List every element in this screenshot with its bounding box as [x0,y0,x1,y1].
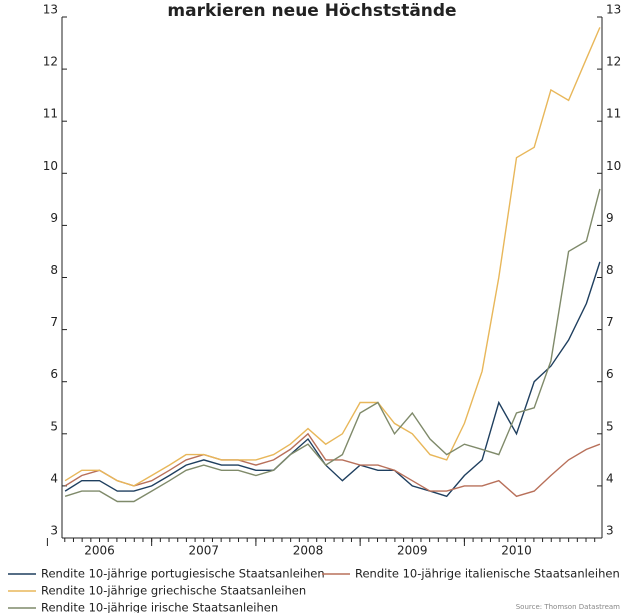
y-tick-label: 12 [43,55,58,69]
legend-label: Rendite 10-jährige griechische Staatsanl… [41,584,306,598]
y-tick-label: 3 [50,524,58,538]
source: Source: Thomson Datastream [516,603,620,611]
y-tick-label: 10 [43,159,58,173]
y2-tick-label: 6 [606,367,614,381]
legend-label: Rendite 10-jährige portugiesische Staats… [41,567,325,581]
series-line [64,261,601,498]
y-tick-label: 6 [50,367,58,381]
legend-label: Rendite 10-jährige italienische Staatsan… [355,567,620,581]
y2-tick-label: 8 [606,263,614,277]
y2-tick-label: 7 [606,315,614,329]
y2-tick-label: 5 [606,419,614,433]
y-tick-label: 11 [43,107,58,121]
y2-tick-label: 10 [606,159,621,173]
y2-tick-label: 9 [606,211,614,225]
y-tick-label: 8 [50,263,58,277]
chart-title: markieren neue Höchststände [167,1,456,21]
x-tick-label: 2008 [293,544,324,558]
y-tick-label: 5 [50,419,58,433]
series-line [64,27,601,487]
y-tick-label: 4 [50,471,58,485]
series-line [64,432,601,498]
y2-tick-label: 12 [606,55,621,69]
series-line [64,188,601,503]
x-tick-label: 2007 [189,544,220,558]
legend-label: Rendite 10-jährige irische Staatsanleihe… [41,601,278,613]
y2-tick-label: 3 [606,524,614,538]
y2-tick-label: 11 [606,107,621,121]
x-tick-label: 2006 [84,544,115,558]
y2-tick-label: 13 [606,3,621,17]
y2-tick-label: 4 [606,471,614,485]
x-tick-label: 2010 [501,544,532,558]
x-tick-label: 2009 [397,544,428,558]
y-tick-label: 9 [50,211,58,225]
y-tick-label: 13 [43,3,58,17]
y-tick-label: 7 [50,315,58,329]
